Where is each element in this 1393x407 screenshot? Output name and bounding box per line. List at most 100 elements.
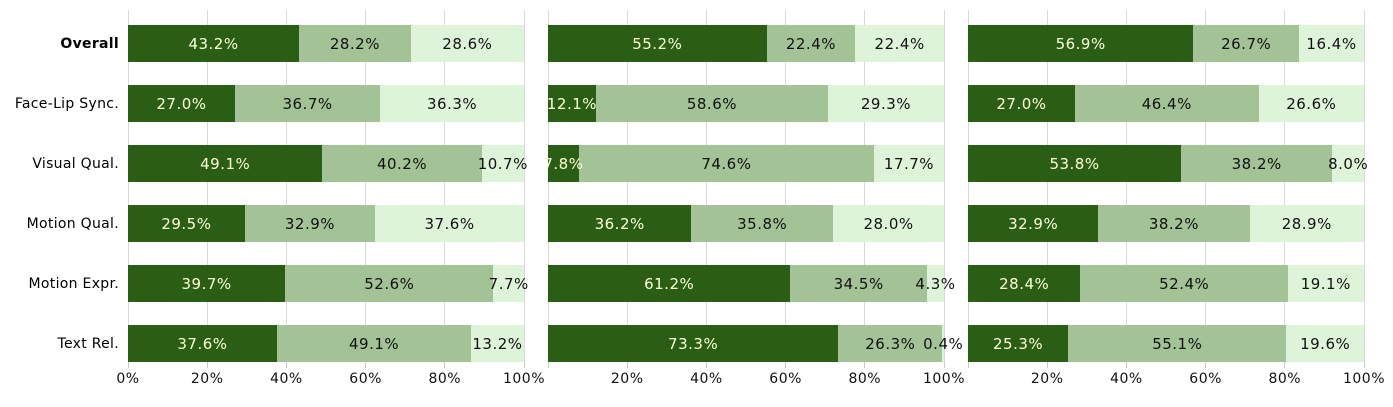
gridline [1363, 10, 1365, 362]
bar-value-label: 12.1% [546, 94, 598, 113]
bar-value-label: 28.9% [1281, 214, 1332, 233]
bar-row: 55.2% 22.4% 22.4% [548, 25, 944, 62]
bar-row: 25.3% 55.1% 19.6% [968, 325, 1364, 362]
light-green-segment: 28.0% [833, 205, 944, 242]
bar-value-label: 36.7% [282, 94, 333, 113]
medium-green-segment: 58.6% [595, 85, 828, 122]
bar-row: 28.4% 52.4% 19.1% [968, 265, 1364, 302]
dark-green-segment: 12.1% [546, 85, 598, 122]
bar-value-label: 49.1% [349, 334, 400, 353]
bar-row: 56.9% 26.7% 16.4% [968, 25, 1364, 62]
category-label: Motion Expr. [28, 275, 119, 292]
bar-value-label: 16.4% [1306, 34, 1357, 53]
medium-green-segment: 52.6% [285, 265, 494, 302]
light-green-segment: 4.3% [915, 265, 955, 302]
x-axis-tick [444, 362, 446, 368]
x-tick-label: 100% [1342, 371, 1386, 387]
bar-value-label: 4.3% [915, 274, 956, 293]
dark-green-segment: 37.6% [128, 325, 277, 362]
x-tick-label: 80% [848, 371, 882, 387]
dark-green-segment: 36.2% [548, 205, 692, 242]
bar-row: 39.7% 52.6% 7.7% [128, 265, 528, 302]
gridline [785, 10, 787, 362]
dark-green-segment: 27.0% [968, 85, 1075, 122]
x-axis-tick [1046, 362, 1048, 368]
dark-green-segment: 56.9% [968, 25, 1194, 62]
category-label: Overall [60, 35, 119, 52]
light-green-segment: 29.3% [827, 85, 944, 122]
bar-value-label: 26.7% [1221, 34, 1272, 53]
x-tick-label: 20% [1030, 371, 1064, 387]
dark-green-segment: 53.8% [968, 145, 1182, 182]
medium-green-segment: 34.5% [790, 265, 927, 302]
x-tick-label: 80% [428, 371, 462, 387]
light-green-segment: 8.0% [1328, 145, 1368, 182]
gridline [547, 10, 549, 362]
medium-green-segment: 52.4% [1080, 265, 1288, 302]
dark-green-segment: 49.1% [128, 145, 323, 182]
dark-green-segment: 55.2% [548, 25, 767, 62]
bar-row: 36.2% 35.8% 28.0% [548, 205, 944, 242]
bar-value-label: 0.4% [923, 334, 964, 353]
bar-row: 37.6% 49.1% 13.2% [128, 325, 524, 362]
bar-row: 49.1% 40.2% 10.7% [128, 145, 527, 182]
bar-value-label: 74.6% [701, 154, 752, 173]
x-axis-tick [705, 362, 707, 368]
bar-value-label: 22.4% [785, 34, 836, 53]
dark-green-segment: 25.3% [968, 325, 1069, 362]
bar-value-label: 49.1% [200, 154, 251, 173]
medium-green-segment: 26.7% [1193, 25, 1300, 62]
gridline [864, 10, 866, 362]
x-tick-label: 20% [190, 371, 224, 387]
bar-value-label: 28.0% [863, 214, 914, 233]
x-tick-label: 100% [922, 371, 966, 387]
light-green-segment: 36.3% [380, 85, 524, 122]
bar-value-label: 32.9% [1008, 214, 1059, 233]
x-tick-label: 20% [610, 371, 644, 387]
medium-green-segment: 49.1% [276, 325, 472, 362]
x-tick-label: 60% [769, 371, 802, 387]
dark-green-segment: 43.2% [128, 25, 300, 62]
medium-green-segment: 38.2% [1181, 145, 1333, 182]
medium-green-segment: 46.4% [1074, 85, 1259, 122]
bar-value-label: 46.4% [1141, 94, 1192, 113]
bar-value-label: 38.2% [1231, 154, 1282, 173]
dark-green-segment: 29.5% [128, 205, 245, 242]
x-tick-label: 0% [116, 371, 140, 387]
x-axis-tick [365, 362, 367, 368]
gridline [285, 10, 287, 362]
bar-row: 61.2% 34.5% 4.3% [548, 265, 955, 302]
bar-value-label: 40.2% [376, 154, 428, 173]
bar-value-label: 25.3% [993, 334, 1044, 353]
bar-value-label: 58.6% [686, 94, 737, 113]
bar-value-label: 39.7% [181, 274, 232, 293]
bar-value-label: 26.6% [1286, 94, 1337, 113]
light-green-segment: 7.7% [489, 265, 528, 302]
bar-value-label: 27.0% [156, 94, 207, 113]
bar-value-label: 37.6% [177, 334, 228, 353]
medium-green-segment: 36.7% [234, 85, 381, 122]
bar-row: 73.3% 26.3% 0.4% [548, 325, 963, 362]
bar-value-label: 38.2% [1148, 214, 1199, 233]
light-green-segment: 22.4% [855, 25, 944, 62]
medium-green-segment: 74.6% [578, 145, 874, 182]
bar-value-label: 36.2% [594, 214, 645, 233]
dark-green-segment: 39.7% [128, 265, 286, 302]
bar-row: 29.5% 32.9% 37.6% [128, 205, 524, 242]
bar-value-label: 7.7% [488, 274, 529, 293]
x-axis-tick [864, 362, 866, 368]
x-axis-tick [967, 362, 969, 368]
category-label: Motion Qual. [26, 215, 119, 232]
bar-value-label: 26.3% [865, 334, 916, 353]
gridline [365, 10, 367, 362]
medium-green-segment: 40.2% [322, 145, 482, 182]
bar-value-label: 27.0% [996, 94, 1047, 113]
chart-panel-2: 20% 40% 60% 80% 100% 55.2% 22.4% 22.4% 12.1% 58.6… [543, 0, 965, 407]
bar-row: 27.0% 46.4% 26.6% [968, 85, 1364, 122]
light-green-segment: 19.1% [1287, 265, 1364, 302]
x-tick-label: 60% [1189, 371, 1222, 387]
x-tick-label: 40% [690, 371, 723, 387]
medium-green-segment: 38.2% [1098, 205, 1250, 242]
bar-value-label: 19.6% [1300, 334, 1351, 353]
x-axis-tick [1205, 362, 1207, 368]
